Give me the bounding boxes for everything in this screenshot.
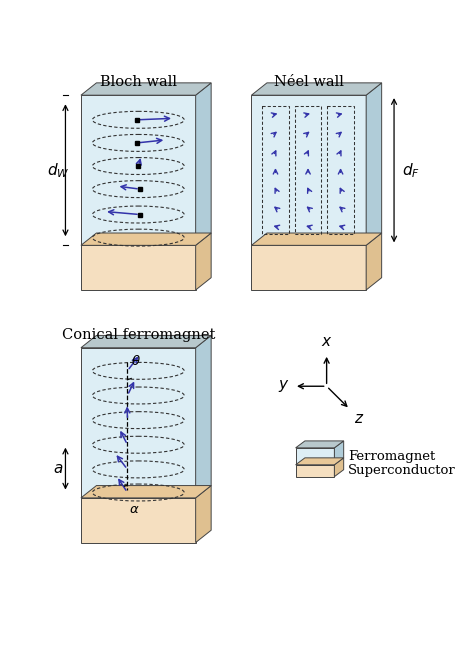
Polygon shape bbox=[334, 458, 344, 477]
Polygon shape bbox=[81, 348, 196, 498]
Text: $\theta$: $\theta$ bbox=[130, 354, 140, 368]
Text: $\alpha$: $\alpha$ bbox=[129, 503, 139, 516]
Polygon shape bbox=[366, 233, 382, 290]
Text: Ferromagnet: Ferromagnet bbox=[348, 450, 436, 463]
Polygon shape bbox=[251, 233, 382, 245]
Polygon shape bbox=[81, 335, 211, 348]
Text: Conical ferromagnet: Conical ferromagnet bbox=[62, 327, 215, 342]
Text: Bloch wall: Bloch wall bbox=[100, 75, 177, 89]
Text: $z$: $z$ bbox=[354, 411, 364, 426]
Polygon shape bbox=[366, 83, 382, 245]
Text: $a$: $a$ bbox=[53, 462, 64, 475]
Polygon shape bbox=[81, 233, 211, 245]
Text: $d_F$: $d_F$ bbox=[402, 161, 419, 179]
Polygon shape bbox=[196, 83, 211, 245]
Polygon shape bbox=[196, 335, 211, 498]
Polygon shape bbox=[81, 486, 211, 498]
Polygon shape bbox=[196, 233, 211, 290]
Text: $y$: $y$ bbox=[278, 378, 290, 394]
Polygon shape bbox=[81, 95, 196, 245]
Text: $x$: $x$ bbox=[321, 335, 332, 349]
Text: $d_W$: $d_W$ bbox=[47, 161, 70, 179]
Polygon shape bbox=[81, 245, 196, 290]
Polygon shape bbox=[296, 465, 334, 477]
Polygon shape bbox=[81, 83, 211, 95]
Polygon shape bbox=[81, 498, 196, 542]
Text: Superconductor: Superconductor bbox=[348, 464, 456, 477]
Polygon shape bbox=[296, 458, 344, 465]
Polygon shape bbox=[196, 486, 211, 542]
Polygon shape bbox=[334, 441, 344, 465]
Polygon shape bbox=[251, 245, 366, 290]
Text: Néel wall: Néel wall bbox=[274, 75, 344, 89]
Polygon shape bbox=[251, 83, 382, 95]
Polygon shape bbox=[251, 95, 366, 245]
Polygon shape bbox=[296, 448, 334, 465]
Polygon shape bbox=[296, 441, 344, 448]
